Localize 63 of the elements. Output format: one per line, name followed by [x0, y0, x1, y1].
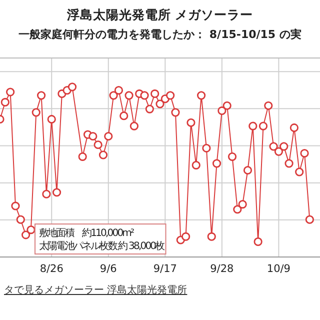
point	[222, 101, 232, 110]
chart-subtitle: 一般家庭何軒分の電力を発電したか： 8/15-10/15 の実	[18, 28, 302, 41]
point	[290, 123, 298, 132]
point	[192, 160, 200, 170]
point	[22, 230, 30, 240]
point	[248, 122, 258, 130]
point	[243, 166, 252, 175]
point	[16, 215, 25, 224]
point	[300, 148, 309, 158]
point	[150, 89, 160, 98]
point	[120, 112, 128, 120]
point	[171, 108, 180, 117]
point	[32, 108, 40, 117]
x-tick-label: 8/26	[40, 263, 64, 275]
point	[254, 237, 262, 246]
x-tick-label: 9/6	[100, 263, 118, 275]
point	[280, 142, 288, 151]
point	[68, 82, 77, 92]
point	[238, 200, 247, 209]
point	[196, 91, 206, 100]
point	[52, 188, 62, 197]
point	[202, 144, 211, 152]
point	[130, 122, 138, 130]
annotation: 太陽電池パネル枚数 約 38,000枚	[39, 240, 166, 252]
point	[42, 190, 51, 198]
point	[11, 202, 20, 210]
chart-title: 浮島太陽光発電所 メガソーラー	[66, 7, 254, 22]
x-tick-label: 9/28	[210, 263, 234, 275]
point	[207, 232, 216, 241]
point	[124, 91, 134, 100]
point	[88, 132, 98, 141]
point	[145, 104, 154, 114]
point	[284, 159, 294, 168]
point	[264, 101, 273, 110]
point	[305, 215, 314, 224]
point	[36, 91, 46, 100]
point	[258, 122, 268, 130]
point	[78, 152, 87, 161]
point	[228, 152, 237, 161]
annotation: 敷地面積 約110,000m²	[39, 227, 134, 239]
point	[269, 142, 278, 151]
point	[47, 114, 56, 124]
text: タで見るメガソーラー 浮島太陽光発電所	[4, 284, 188, 296]
point	[156, 100, 164, 108]
point	[98, 150, 108, 160]
point	[140, 91, 149, 100]
point	[212, 159, 222, 168]
point	[182, 232, 190, 241]
point	[26, 225, 36, 234]
point	[218, 106, 226, 116]
point	[233, 205, 242, 214]
point	[104, 132, 113, 141]
point	[0, 98, 10, 107]
point	[114, 86, 124, 95]
point	[274, 147, 284, 156]
point	[295, 168, 304, 176]
point	[186, 118, 196, 127]
point	[109, 91, 118, 100]
point	[166, 91, 175, 100]
point	[6, 88, 15, 96]
x-tick-label: 9/17	[153, 263, 177, 275]
point	[94, 140, 102, 150]
x-tick-label: 10/9	[266, 263, 291, 275]
